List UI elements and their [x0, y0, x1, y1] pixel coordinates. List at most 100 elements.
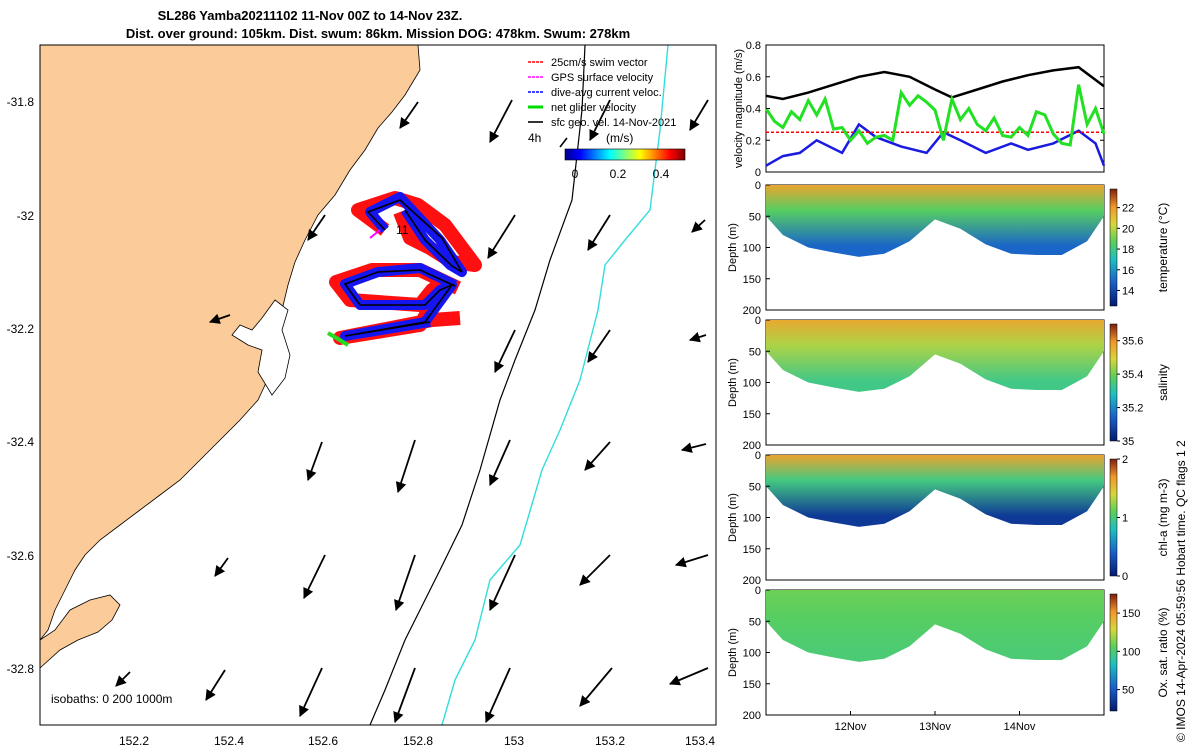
- depth-tick-label: 150: [743, 544, 761, 556]
- map-panel: 11 25cm/s swim vector GPS surface veloci…: [7, 44, 717, 748]
- legend-dive-label: dive-avg current veloc.: [551, 87, 662, 99]
- section-colorbar-1: [1109, 188, 1118, 307]
- depth-tick-label: 50: [749, 616, 761, 628]
- legend-net-label: net glider velocity: [551, 102, 636, 114]
- colorbar-tick-label: 16: [1122, 265, 1134, 277]
- lat-ticks: -31.8 -32 -32.2 -32.4 -32.6 -32.8: [7, 95, 35, 676]
- legend-geo-label: sfc geo. vel. 14-Nov-2021: [551, 117, 676, 129]
- lon-tick: 152.2: [119, 734, 149, 748]
- velocity-series-3: [764, 84, 1106, 147]
- isobath-200m: [369, 45, 586, 725]
- lat-tick: -32.6: [7, 549, 35, 563]
- current-arrow: [691, 219, 706, 233]
- current-arrow: [579, 667, 613, 707]
- map-frame: [39, 44, 717, 726]
- current-arrow: [494, 329, 516, 373]
- title-line2: Dist. over ground: 105km. Dist. swum: 86…: [126, 26, 630, 41]
- depth-ylabel: Depth (m): [727, 358, 739, 407]
- southern-land: [40, 594, 121, 669]
- colorbar-tick-label: 100: [1122, 646, 1140, 658]
- current-arrow: [587, 329, 611, 363]
- colorbar-tick-label: 35.6: [1122, 336, 1143, 348]
- colorbar-tick-label: 20: [1122, 223, 1134, 235]
- section-colorbar-4: [1109, 593, 1118, 712]
- section-data-1: [766, 185, 1104, 257]
- lat-tick: -32.2: [7, 322, 35, 336]
- section-data-2: [766, 320, 1104, 392]
- current-arrow: [584, 441, 611, 471]
- current-arrow: [589, 99, 611, 141]
- scale-arrow: [559, 137, 568, 148]
- depth-tick-label: 50: [749, 481, 761, 493]
- colorbar-tick-label: 50: [1122, 685, 1134, 697]
- lon-tick: 152.6: [308, 734, 338, 748]
- estuary: [231, 299, 291, 396]
- net-glider-velocity: [326, 331, 350, 347]
- depth-tick-label: 0: [755, 315, 761, 327]
- velocity-ytick-label: 0.4: [746, 104, 761, 116]
- isobath-1000m: [441, 45, 669, 725]
- current-arrow: [303, 554, 326, 599]
- depth-tick-label: 100: [743, 243, 761, 255]
- depth-tick-label: 150: [743, 409, 761, 421]
- current-arrow: [680, 442, 707, 453]
- footer-credit: © IMOS 14-Apr-2024 05:59:56 Hobart time.…: [1174, 440, 1188, 742]
- colorbar-tick-label: 14: [1122, 285, 1134, 297]
- gps-surface-velocity: [369, 229, 381, 239]
- current-arrow: [214, 557, 229, 577]
- colorbar-tick-label: 22: [1122, 203, 1134, 215]
- current-arrow: [115, 671, 131, 687]
- colorbar-label: temperature (°C): [1156, 203, 1170, 293]
- velocity-ytick-label: 0.8: [746, 40, 761, 52]
- geostrophic-arrows: [115, 99, 709, 724]
- time-tick-label: 13Nov: [919, 721, 951, 733]
- depth-tick-label: 150: [743, 679, 761, 691]
- current-arrow: [307, 214, 326, 241]
- current-arrow: [399, 101, 419, 129]
- depth-ylabel: Depth (m): [727, 223, 739, 272]
- lon-tick: 152.8: [403, 734, 433, 748]
- current-arrow: [489, 99, 513, 143]
- current-arrow: [395, 439, 416, 494]
- section-colorbar-2: [1109, 323, 1118, 442]
- velocity-ytick-label: 0.6: [746, 72, 761, 84]
- velocity-ylabel: velocity magnitude (m/s): [733, 49, 745, 168]
- velocity-series-1: [765, 122, 1106, 167]
- depth-tick-label: 200: [743, 575, 761, 587]
- lat-tick: -31.8: [7, 95, 35, 109]
- colorbar-label: chl-a (mg m-3): [1156, 478, 1170, 556]
- depth-ylabel: Depth (m): [727, 493, 739, 542]
- current-arrow: [669, 667, 709, 686]
- isobaths-label: isobaths: 0 200 1000m: [51, 692, 172, 706]
- section-data-4: [766, 590, 1104, 662]
- lon-tick: 153.4: [685, 734, 715, 748]
- legend-gps-label: GPS surface velocity: [551, 72, 654, 84]
- colorbar-unit: (m/s): [606, 131, 633, 145]
- speed-colorbar: [564, 148, 686, 161]
- arrow-scale-label: 4h: [528, 131, 541, 145]
- depth-tick-label: 100: [743, 648, 761, 660]
- colorbar-tick-label: 150: [1122, 608, 1140, 620]
- legend-swim-label: 25cm/s swim vector: [551, 57, 648, 69]
- lat-tick: -32: [17, 209, 35, 223]
- depth-tick-label: 100: [743, 513, 761, 525]
- glider-track: 11: [326, 191, 482, 347]
- time-tick-label: 12Nov: [835, 721, 867, 733]
- colorbar-label: Ox. sat. ratio (%): [1156, 607, 1170, 697]
- depth-tick-label: 200: [743, 440, 761, 452]
- depth-tick-label: 150: [743, 274, 761, 286]
- depth-tick-label: 50: [749, 211, 761, 223]
- colorbar-tick-label: 18: [1122, 244, 1134, 256]
- depth-tick-label: 200: [743, 305, 761, 317]
- depth-tick-label: 200: [743, 710, 761, 722]
- lat-tick: -32.4: [7, 435, 35, 449]
- current-arrow: [489, 554, 516, 611]
- current-arrow: [394, 554, 416, 612]
- lat-tick: -32.8: [7, 662, 35, 676]
- lon-tick: 153.2: [595, 734, 625, 748]
- colorbar-label: salinity: [1156, 364, 1170, 401]
- colorbar-tick-label: 1: [1122, 513, 1128, 525]
- depth-ylabel: Depth (m): [727, 628, 739, 677]
- depth-tick-label: 0: [755, 180, 761, 192]
